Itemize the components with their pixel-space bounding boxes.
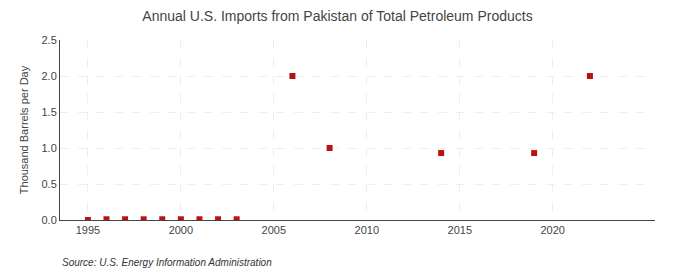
svg-text:Source: U.S. Energy Informatio: Source: U.S. Energy Information Administ… — [62, 257, 272, 268]
svg-text:Thousand Barrels per Day: Thousand Barrels per Day — [18, 65, 30, 194]
svg-text:0.0: 0.0 — [42, 214, 57, 226]
svg-text:1.5: 1.5 — [42, 106, 57, 118]
svg-text:Annual U.S. Imports from Pakis: Annual U.S. Imports from Pakistan of Tot… — [142, 8, 532, 24]
svg-text:1995: 1995 — [76, 224, 100, 236]
svg-text:0.5: 0.5 — [42, 178, 57, 190]
svg-text:2005: 2005 — [262, 224, 286, 236]
svg-text:2020: 2020 — [540, 224, 564, 236]
svg-text:1.0: 1.0 — [42, 142, 57, 154]
svg-text:2000: 2000 — [169, 224, 193, 236]
svg-text:2010: 2010 — [355, 224, 379, 236]
svg-text:2015: 2015 — [448, 224, 472, 236]
svg-text:2.5: 2.5 — [42, 34, 57, 46]
svg-text:2.0: 2.0 — [42, 70, 57, 82]
